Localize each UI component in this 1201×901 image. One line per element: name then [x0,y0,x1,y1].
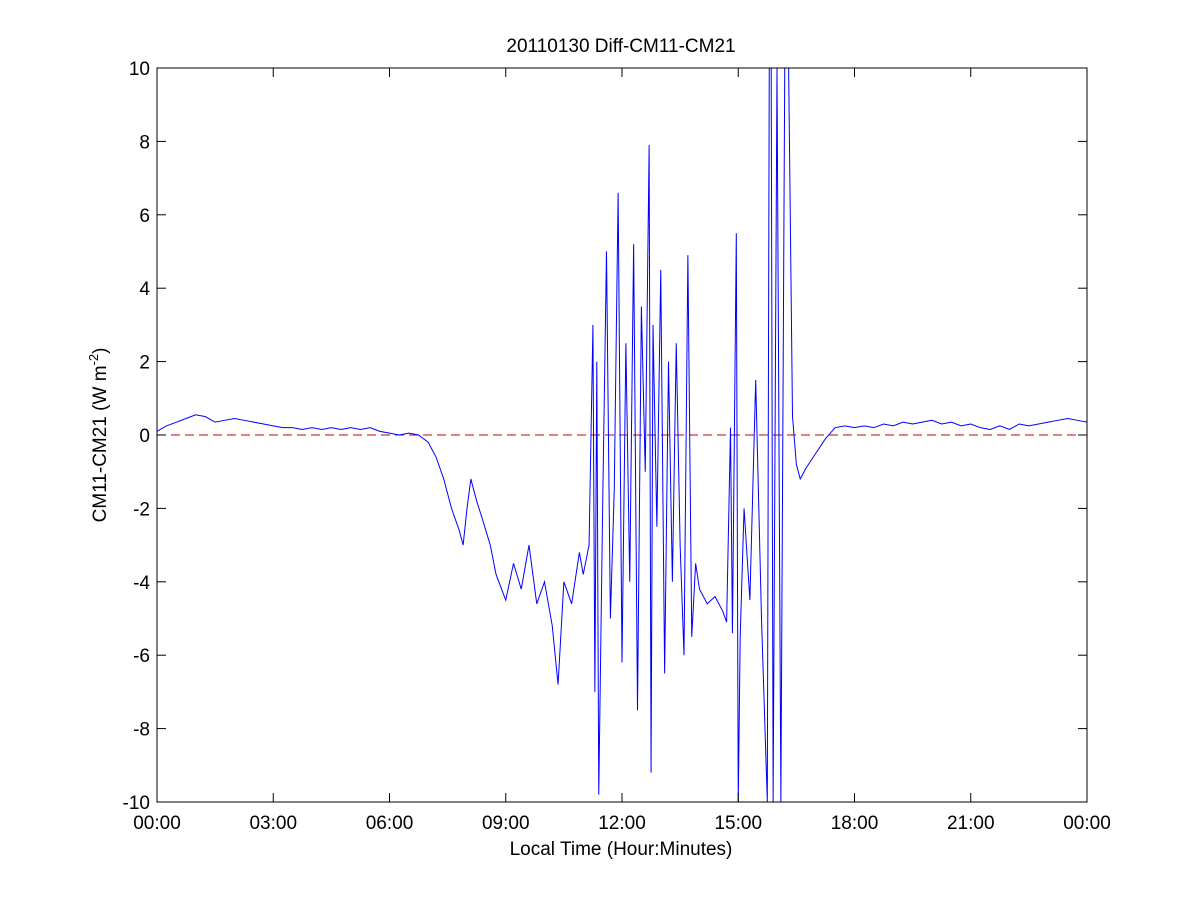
y-tick-label: -4 [133,573,150,594]
y-tick-label: -10 [123,793,150,814]
x-tick-label: 06:00 [366,813,414,834]
x-tick-label: 12:00 [598,813,646,834]
y-axis-label-main: CM11-CM21 (W m [90,365,111,522]
y-tick-label: 0 [139,426,150,447]
x-axis-label: Local Time (Hour:Minutes) [510,839,733,860]
x-tick-label: 18:00 [831,813,879,834]
y-tick-label: 10 [129,59,150,80]
x-tick-label: 21:00 [947,813,995,834]
x-tick-label: 00:00 [133,813,181,834]
y-tick-label: 2 [139,353,150,374]
y-tick-label: -2 [133,499,150,520]
series-line-0 [157,68,1087,802]
x-tick-label: 03:00 [249,813,297,834]
y-axis-label-superscript: -2 [86,354,101,366]
x-tick-label: 00:00 [1063,813,1111,834]
chart-title: 20110130 Diff-CM11-CM21 [506,36,735,57]
axis-ticks: 00:00 03:00 06:00 09:00 12:00 15:00 18:00 21:00… [123,59,1111,834]
y-tick-label: 4 [139,279,150,300]
y-tick-label: 8 [139,132,150,153]
y-axis-label-close: ) [90,348,111,354]
y-tick-label: 6 [139,206,150,227]
y-axis-label: CM11-CM21 (W m-2) [86,348,111,523]
x-tick-label: 15:00 [714,813,762,834]
y-tick-label: -8 [133,720,150,741]
y-tick-label: -6 [133,646,150,667]
x-tick-label: 09:00 [482,813,530,834]
